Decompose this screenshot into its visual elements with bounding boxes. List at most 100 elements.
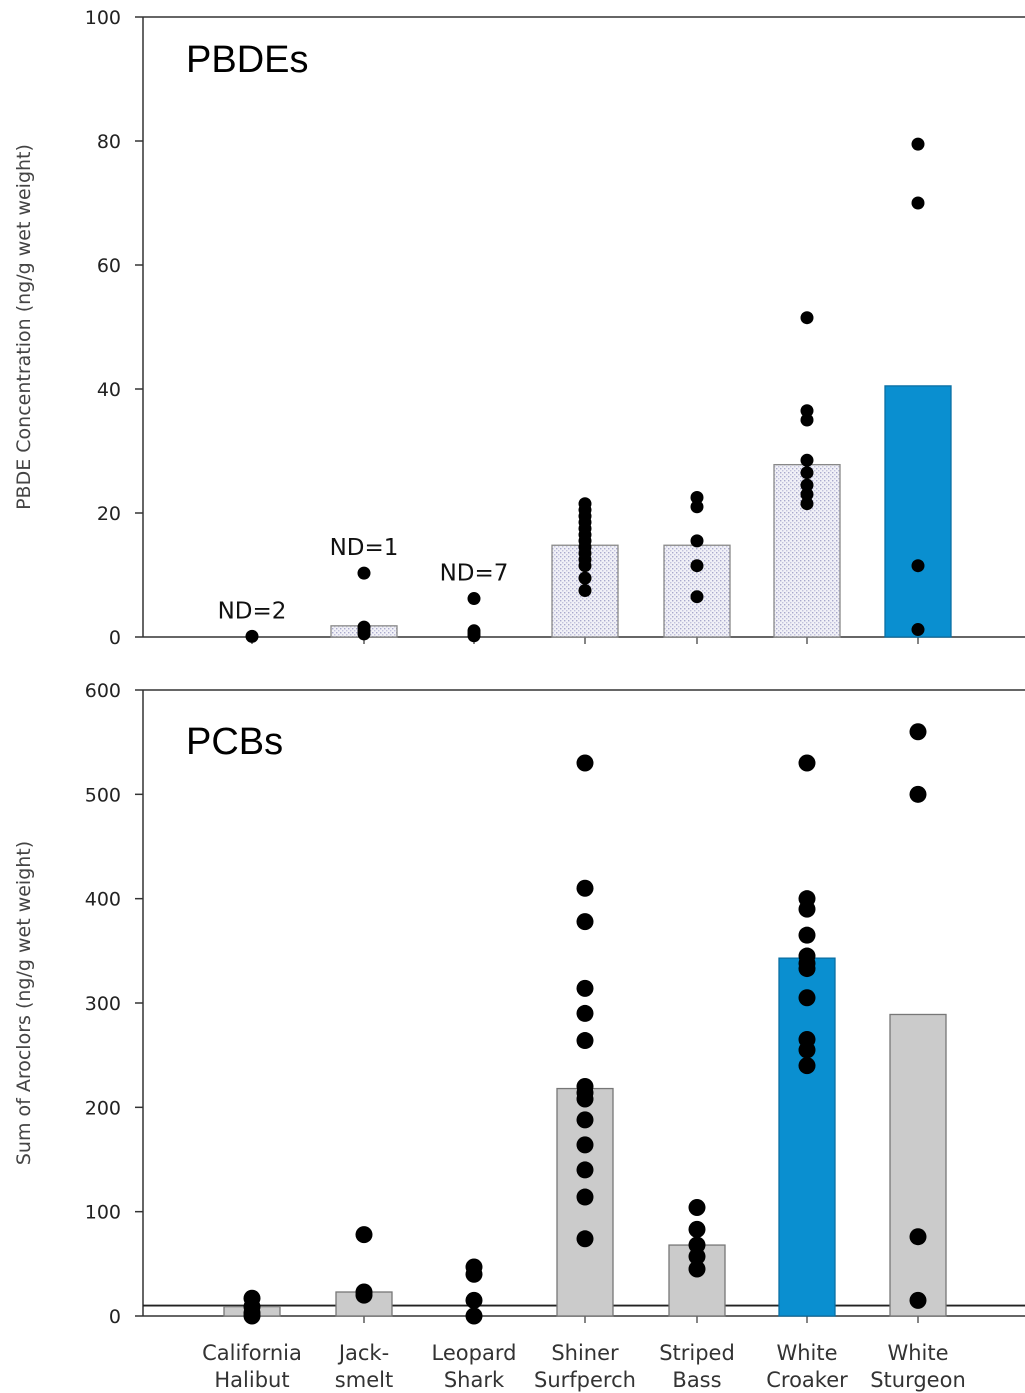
x-tick-label-line: White bbox=[887, 1341, 948, 1365]
x-tick-label-text: White Croaker bbox=[766, 1341, 848, 1392]
panel-title: PBDEs bbox=[186, 39, 308, 81]
nd-annotation: ND=2 bbox=[218, 598, 287, 624]
y-tick-label: 200 bbox=[85, 1097, 121, 1119]
data-point bbox=[909, 785, 927, 803]
x-tick-label: Leopard Shark bbox=[432, 1341, 517, 1392]
data-point bbox=[911, 137, 925, 151]
data-point bbox=[690, 534, 704, 548]
data-point bbox=[909, 1228, 927, 1246]
data-point bbox=[800, 404, 814, 418]
x-tick-label-text: White Sturgeon bbox=[870, 1341, 966, 1392]
x-tick-label: White Sturgeon bbox=[870, 1341, 966, 1392]
data-point bbox=[465, 1265, 483, 1283]
x-tick-label: Jack-smelt bbox=[335, 1341, 393, 1392]
x-tick-label-line: Surfperch bbox=[534, 1368, 636, 1392]
data-point bbox=[357, 566, 371, 580]
x-tick-label-line: Leopard bbox=[432, 1341, 517, 1365]
y-tick-label: 400 bbox=[85, 889, 121, 911]
data-point bbox=[576, 1230, 594, 1248]
data-point bbox=[690, 559, 704, 573]
data-point bbox=[576, 1090, 594, 1108]
bar bbox=[778, 957, 836, 1317]
x-tick-label-line: Shiner bbox=[551, 1341, 619, 1365]
data-point bbox=[355, 1286, 373, 1304]
data-point bbox=[911, 559, 925, 573]
data-point bbox=[355, 1226, 373, 1244]
data-point bbox=[909, 723, 927, 741]
data-point bbox=[578, 571, 592, 585]
data-point bbox=[798, 960, 816, 978]
pbde-panel: 0 20 40 60 80 100 ND=2 ND=1 ND=7 PBDEs PBDE Concen… bbox=[13, 7, 1025, 649]
x-tick-label: White Croaker bbox=[766, 1341, 848, 1392]
data-point bbox=[798, 989, 816, 1007]
x-tick-label-text: Jack-smelt bbox=[335, 1341, 393, 1392]
x-tick-label: California Halibut bbox=[202, 1341, 302, 1392]
data-point bbox=[911, 196, 925, 210]
y-tick-label: 20 bbox=[97, 503, 121, 525]
y-tick-label: 80 bbox=[97, 131, 121, 153]
y-tick-label: 60 bbox=[97, 255, 121, 277]
data-point bbox=[576, 1136, 594, 1154]
data-point bbox=[798, 754, 816, 772]
bar bbox=[889, 1013, 947, 1317]
data-point bbox=[690, 500, 704, 514]
y-axis-title: Sum of Aroclors (ng/g wet weight) bbox=[13, 841, 35, 1165]
x-tick-label: Striped Bass bbox=[659, 1341, 735, 1392]
data-point bbox=[576, 1188, 594, 1206]
pcb-panel: 0 100 200 300 400 500 600 PCBs Sum of Aroclors (… bbox=[13, 680, 1025, 1328]
data-point bbox=[576, 1161, 594, 1179]
data-point bbox=[800, 497, 814, 511]
x-tick-label-line: Striped bbox=[659, 1341, 735, 1365]
y-tick-label: 0 bbox=[109, 1306, 121, 1328]
x-tick-label-text: California Halibut bbox=[202, 1341, 302, 1392]
x-tick-label: Shiner Surfperch bbox=[534, 1341, 636, 1392]
data-point bbox=[688, 1198, 706, 1216]
x-tick-label-line: smelt bbox=[335, 1368, 393, 1392]
data-point bbox=[800, 413, 814, 427]
x-tick-label-line: California bbox=[202, 1341, 302, 1365]
data-point bbox=[909, 1291, 927, 1309]
data-point bbox=[576, 1032, 594, 1050]
data-point bbox=[467, 592, 481, 606]
data-point bbox=[245, 629, 259, 643]
data-point bbox=[688, 1248, 706, 1266]
data-point bbox=[800, 478, 814, 492]
y-axis-title: PBDE Concentration (ng/g wet weight) bbox=[13, 144, 35, 510]
data-point bbox=[576, 1004, 594, 1022]
nd-annotation: ND=7 bbox=[440, 561, 509, 587]
x-tick-label-line: Croaker bbox=[766, 1368, 848, 1392]
data-point bbox=[798, 1041, 816, 1059]
data-point bbox=[690, 590, 704, 604]
data-point bbox=[798, 926, 816, 944]
x-tick-label-line: Sturgeon bbox=[870, 1368, 966, 1392]
y-tick-label: 100 bbox=[85, 7, 121, 29]
x-tick-label-line: Jack- bbox=[337, 1341, 389, 1365]
data-point bbox=[800, 466, 814, 480]
x-tick-label-text: Shiner Surfperch bbox=[534, 1341, 636, 1392]
y-tick-label: 0 bbox=[109, 627, 121, 649]
y-tick-label: 100 bbox=[85, 1202, 121, 1224]
data-point bbox=[576, 913, 594, 931]
data-point bbox=[578, 584, 592, 597]
data-point bbox=[357, 627, 371, 641]
y-tick-label: 600 bbox=[85, 680, 121, 702]
data-point bbox=[688, 1260, 706, 1278]
y-tick-label: 40 bbox=[97, 379, 121, 401]
data-point bbox=[911, 623, 925, 637]
x-tick-label-line: Shark bbox=[444, 1368, 505, 1392]
data-point bbox=[798, 900, 816, 918]
data-point bbox=[800, 311, 814, 325]
data-point bbox=[243, 1307, 261, 1325]
data-point bbox=[465, 1307, 483, 1325]
data-point bbox=[798, 1057, 816, 1075]
data-point bbox=[578, 559, 592, 573]
data-point bbox=[576, 879, 594, 897]
data-point bbox=[688, 1220, 706, 1238]
data-point bbox=[576, 979, 594, 997]
data-point bbox=[576, 754, 594, 772]
bar bbox=[884, 385, 952, 638]
data-point bbox=[576, 1111, 594, 1129]
nd-annotation: ND=1 bbox=[330, 535, 399, 561]
x-tick-label-text: Leopard Shark bbox=[432, 1341, 517, 1392]
